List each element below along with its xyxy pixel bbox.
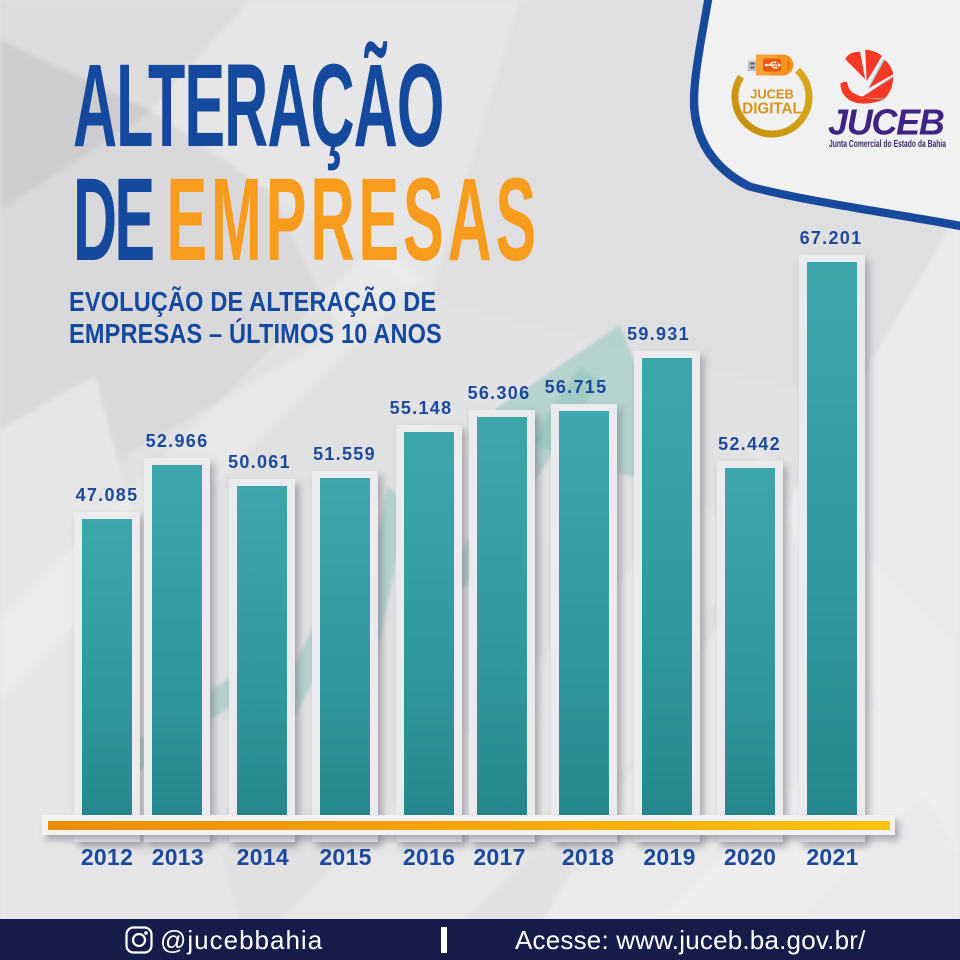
svg-text:JUCEB: JUCEB xyxy=(750,88,794,102)
svg-text:Junta Comercial do Estado da B: Junta Comercial do Estado da Bahia xyxy=(829,139,946,150)
svg-text:DIGITAL: DIGITAL xyxy=(742,101,802,118)
svg-text:JUCEB: JUCEB xyxy=(828,102,944,143)
